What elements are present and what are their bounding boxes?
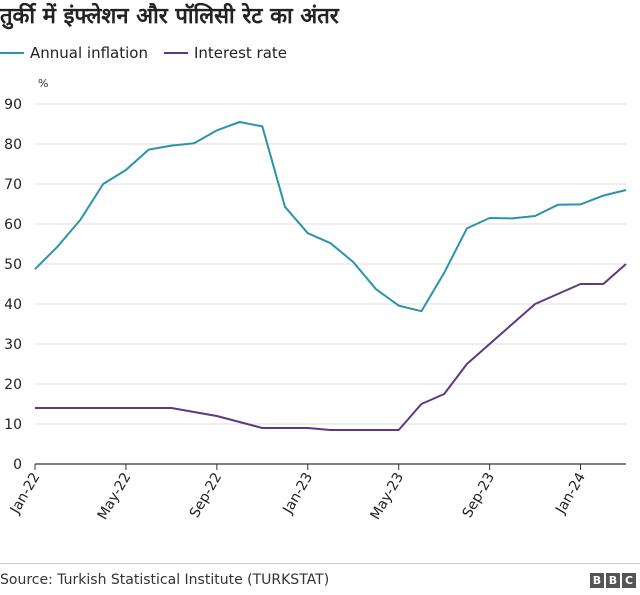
legend: Annual inflation Interest rate bbox=[0, 43, 303, 63]
y-tick-label: 80 bbox=[4, 137, 22, 153]
legend-swatch-interest-rate bbox=[163, 52, 188, 54]
y-tick-label: 70 bbox=[4, 177, 22, 193]
gridlines bbox=[35, 103, 626, 465]
x-tick-label: Jan-24 bbox=[552, 470, 589, 517]
y-tick-label: 0 bbox=[13, 457, 22, 473]
x-tick-label: Sep-23 bbox=[460, 470, 498, 521]
y-axis-ticks: 0 10 20 30 40 50 60 70 80 90 bbox=[4, 97, 22, 473]
y-tick-label: 20 bbox=[4, 377, 22, 393]
legend-label-annual-inflation: Annual inflation bbox=[30, 44, 148, 62]
source-note: Source: Turkish Statistical Institute (T… bbox=[0, 572, 330, 588]
legend-item-annual-inflation: Annual inflation bbox=[0, 44, 148, 62]
x-tick-label: May-22 bbox=[95, 470, 135, 523]
bbc-logo-letter: B bbox=[590, 573, 604, 588]
y-axis-unit: % bbox=[38, 77, 49, 90]
x-axis-ticks: Jan-22 May-22 Sep-22 Jan-23 May-23 Sep-23 Jan-… bbox=[7, 464, 589, 523]
y-tick-label: 40 bbox=[4, 297, 22, 313]
y-tick-label: 50 bbox=[4, 257, 22, 273]
series-line-interest-rate bbox=[35, 263, 627, 431]
y-tick-label: 10 bbox=[4, 417, 22, 433]
y-tick-label: 30 bbox=[4, 337, 22, 353]
series-line-annual-inflation bbox=[34, 121, 627, 313]
x-tick-label: May-23 bbox=[368, 470, 408, 523]
legend-item-interest-rate: Interest rate bbox=[163, 44, 288, 62]
bbc-logo-letter: C bbox=[622, 573, 636, 588]
series-lines bbox=[34, 121, 627, 431]
legend-swatch-annual-inflation bbox=[0, 52, 24, 54]
x-tick-label: Jan-22 bbox=[7, 470, 44, 517]
legend-label-interest-rate: Interest rate bbox=[193, 44, 288, 62]
x-tick-label: Sep-22 bbox=[187, 470, 225, 521]
footer-divider bbox=[0, 563, 640, 564]
bbc-logo-letter: B bbox=[606, 573, 620, 588]
y-tick-label: 60 bbox=[4, 217, 22, 233]
x-tick-label: Jan-23 bbox=[280, 470, 317, 517]
bbc-logo: B B C bbox=[588, 573, 636, 588]
y-tick-label: 90 bbox=[4, 97, 22, 113]
chart-title: तुर्की में इंफ्लेशन और पॉलिसी रेट का अंत… bbox=[0, 4, 339, 29]
